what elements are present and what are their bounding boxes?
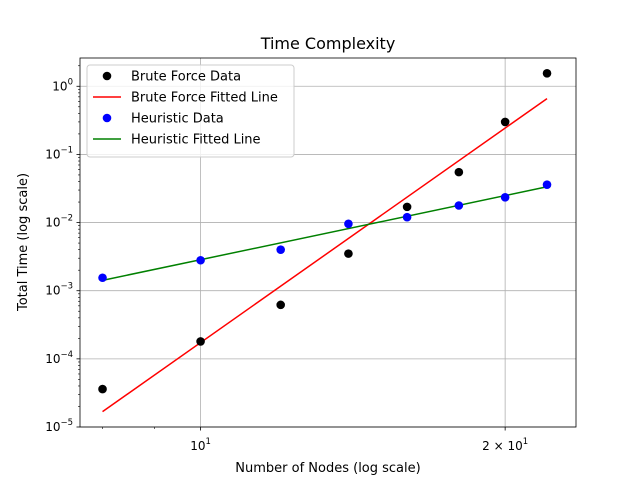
y-tick-exponent: −1 [60,145,73,155]
y-tick-base: 10 [45,420,60,434]
legend-label: Heuristic Data [131,112,224,127]
data-point [344,249,353,258]
legend-marker [102,71,112,81]
x-tick-label: 2 × 101 [482,437,528,453]
y-tick-exponent: 0 [68,77,73,87]
x-tick-exponent: 1 [523,437,528,447]
data-point [276,245,285,254]
data-point [500,117,510,127]
y-tick-base: 10 [45,352,60,366]
x-axis-ticks: 101 2 × 101 [102,427,528,453]
y-tick-label: 10−2 [45,214,73,230]
legend-marker [102,113,112,123]
y-tick-exponent: −2 [60,214,73,224]
data-point [98,273,107,283]
y-tick-label: 10−3 [45,282,73,298]
y-tick-base: 10 [45,216,60,230]
legend-label: Brute Force Data [131,70,241,85]
legend-box [86,64,295,158]
data-point [454,167,464,177]
y-tick-base: 10 [52,79,67,93]
x-tick-exponent: 1 [206,437,211,447]
legend-label: Brute Force Fitted Line [131,91,278,106]
x-tick-base: 10 [507,439,522,453]
y-axis-label: Total Time (log scale) [16,173,31,312]
x-tick-base: 10 [190,439,205,453]
data-point [500,192,510,202]
data-point [344,219,353,229]
data-point [402,212,412,222]
data-point [402,202,412,212]
data-point [98,384,107,394]
plot-area-frame [79,57,577,428]
y-tick-exponent: −4 [60,350,73,360]
series-lines [102,97,548,413]
y-tick-label: 10−1 [45,145,73,161]
y-tick-exponent: −5 [60,418,73,428]
x-tick-coefficient: 2 × [482,439,507,453]
data-point [276,300,285,310]
data-point [454,201,464,210]
series-points [98,69,552,394]
series-line [102,186,548,282]
chart-title: Time Complexity [260,34,396,53]
y-tick-base: 10 [45,147,60,161]
series-line [102,97,548,413]
data-point [542,180,552,189]
x-tick-label: 101 [190,437,211,453]
x-axis-label: Number of Nodes (log scale) [235,461,420,476]
y-tick-base: 10 [45,284,60,298]
data-point [196,337,205,346]
data-point [196,255,205,265]
y-tick-label: 10−5 [45,418,73,434]
data-point [542,69,552,78]
y-tick-label: 100 [52,77,73,93]
legend: Brute Force Data Brute Force Fitted Line H… [86,64,295,158]
y-tick-label: 10−4 [45,350,73,366]
y-tick-exponent: −3 [60,282,73,292]
legend-label: Heuristic Fitted Line [131,133,261,148]
